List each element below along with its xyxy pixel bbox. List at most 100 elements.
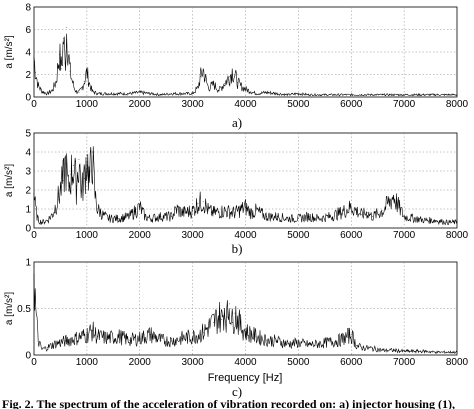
data-point [255, 336, 257, 337]
data-point [250, 212, 252, 214]
y-axis-label: a [m/s²] [4, 164, 15, 198]
data-point [287, 343, 289, 345]
y-tick-label: 6 [25, 25, 31, 36]
data-point [86, 71, 88, 73]
data-point [208, 210, 209, 212]
panel-a-label: a) [232, 115, 242, 130]
data-point [46, 93, 48, 95]
data-point [223, 210, 225, 212]
data-point [128, 339, 130, 341]
data-point [366, 212, 368, 214]
data-point [372, 216, 373, 218]
data-point [276, 340, 278, 342]
x-tick-label: 8000 [446, 230, 469, 241]
x-tick-label: 0 [31, 230, 37, 241]
data-point [276, 216, 278, 218]
data-point [62, 180, 64, 181]
data-point [73, 87, 75, 89]
data-point [37, 220, 39, 221]
data-point [319, 218, 320, 219]
data-point [234, 212, 236, 214]
data-point [66, 26, 68, 28]
data-point [118, 336, 119, 337]
data-point [64, 62, 66, 64]
data-point [340, 339, 342, 341]
x-tick-label: 8000 [446, 99, 469, 110]
data-point [91, 330, 93, 332]
data-point [361, 214, 363, 216]
data-point [435, 351, 437, 353]
data-point [139, 92, 141, 93]
y-axis-label: a [m/s²] [4, 35, 15, 69]
data-point [197, 202, 199, 204]
data-point [231, 70, 233, 72]
data-point [403, 94, 405, 96]
data-point [41, 349, 43, 350]
data-point [223, 308, 225, 309]
data-point [70, 174, 72, 176]
data-point [221, 319, 223, 321]
data-point [414, 350, 416, 352]
y-tick-label: 2 [25, 186, 31, 197]
x-tick-label: 3000 [182, 99, 205, 110]
data-point [229, 76, 231, 78]
data-point [83, 178, 85, 180]
data-point [86, 155, 88, 157]
data-point [57, 199, 59, 200]
y-tick-label: 1 [25, 258, 31, 269]
data-point [192, 93, 194, 95]
data-point [435, 94, 437, 96]
data-point [91, 151, 93, 153]
x-tick-label: 0 [31, 357, 37, 368]
data-point [393, 94, 394, 96]
data-point [424, 350, 426, 352]
data-point [446, 221, 447, 223]
y-tick-label: 3 [25, 167, 31, 178]
data-point [403, 350, 405, 352]
data-point [239, 85, 241, 87]
data-point [237, 81, 238, 83]
data-point [234, 312, 236, 314]
data-point [382, 349, 384, 351]
data-point [107, 218, 109, 219]
data-point [33, 193, 35, 195]
panel-a: 0 1000 2000 3000 4000 5000 6000 7000 8000 0 2 4 6 8 a … [4, 3, 469, 111]
data-point [329, 216, 331, 218]
data-point [287, 94, 289, 96]
data-point [176, 208, 178, 210]
data-point [250, 90, 252, 92]
x-tick-label: 7000 [393, 99, 416, 110]
data-point [213, 84, 215, 86]
data-point [41, 221, 43, 223]
data-point [160, 94, 162, 96]
data-point [213, 212, 215, 214]
data-point [255, 210, 257, 212]
data-point [229, 303, 231, 305]
data-point [266, 339, 268, 341]
y-tick-label: 4 [25, 48, 31, 59]
panel-b-label: b) [232, 241, 243, 256]
data-point [223, 83, 225, 84]
data-point [245, 88, 246, 90]
data-point [75, 185, 77, 187]
panel-c: 0 1000 2000 3000 4000 5000 6000 7000 8000 0 0.5 1 a … [4, 258, 469, 369]
x-tick-label: 5000 [287, 357, 310, 368]
data-point [149, 218, 151, 219]
data-point [69, 70, 71, 72]
data-point [75, 90, 77, 92]
data-point [86, 334, 88, 335]
panel-b: 0 1000 2000 3000 4000 5000 6000 7000 8000 0 1 2 3 4 5 a… [4, 129, 469, 242]
data-point [329, 94, 331, 96]
data-point [55, 80, 57, 82]
data-point [192, 336, 194, 337]
series-line [33, 273, 458, 354]
data-point [218, 315, 220, 317]
data-point [46, 347, 48, 348]
data-point [37, 340, 39, 342]
x-tick-label: 8000 [446, 357, 469, 368]
x-tick-label: 2000 [129, 230, 152, 241]
data-point [181, 337, 183, 339]
data-point [171, 340, 172, 342]
x-tick-label: 4000 [234, 230, 257, 241]
data-point [255, 93, 257, 95]
